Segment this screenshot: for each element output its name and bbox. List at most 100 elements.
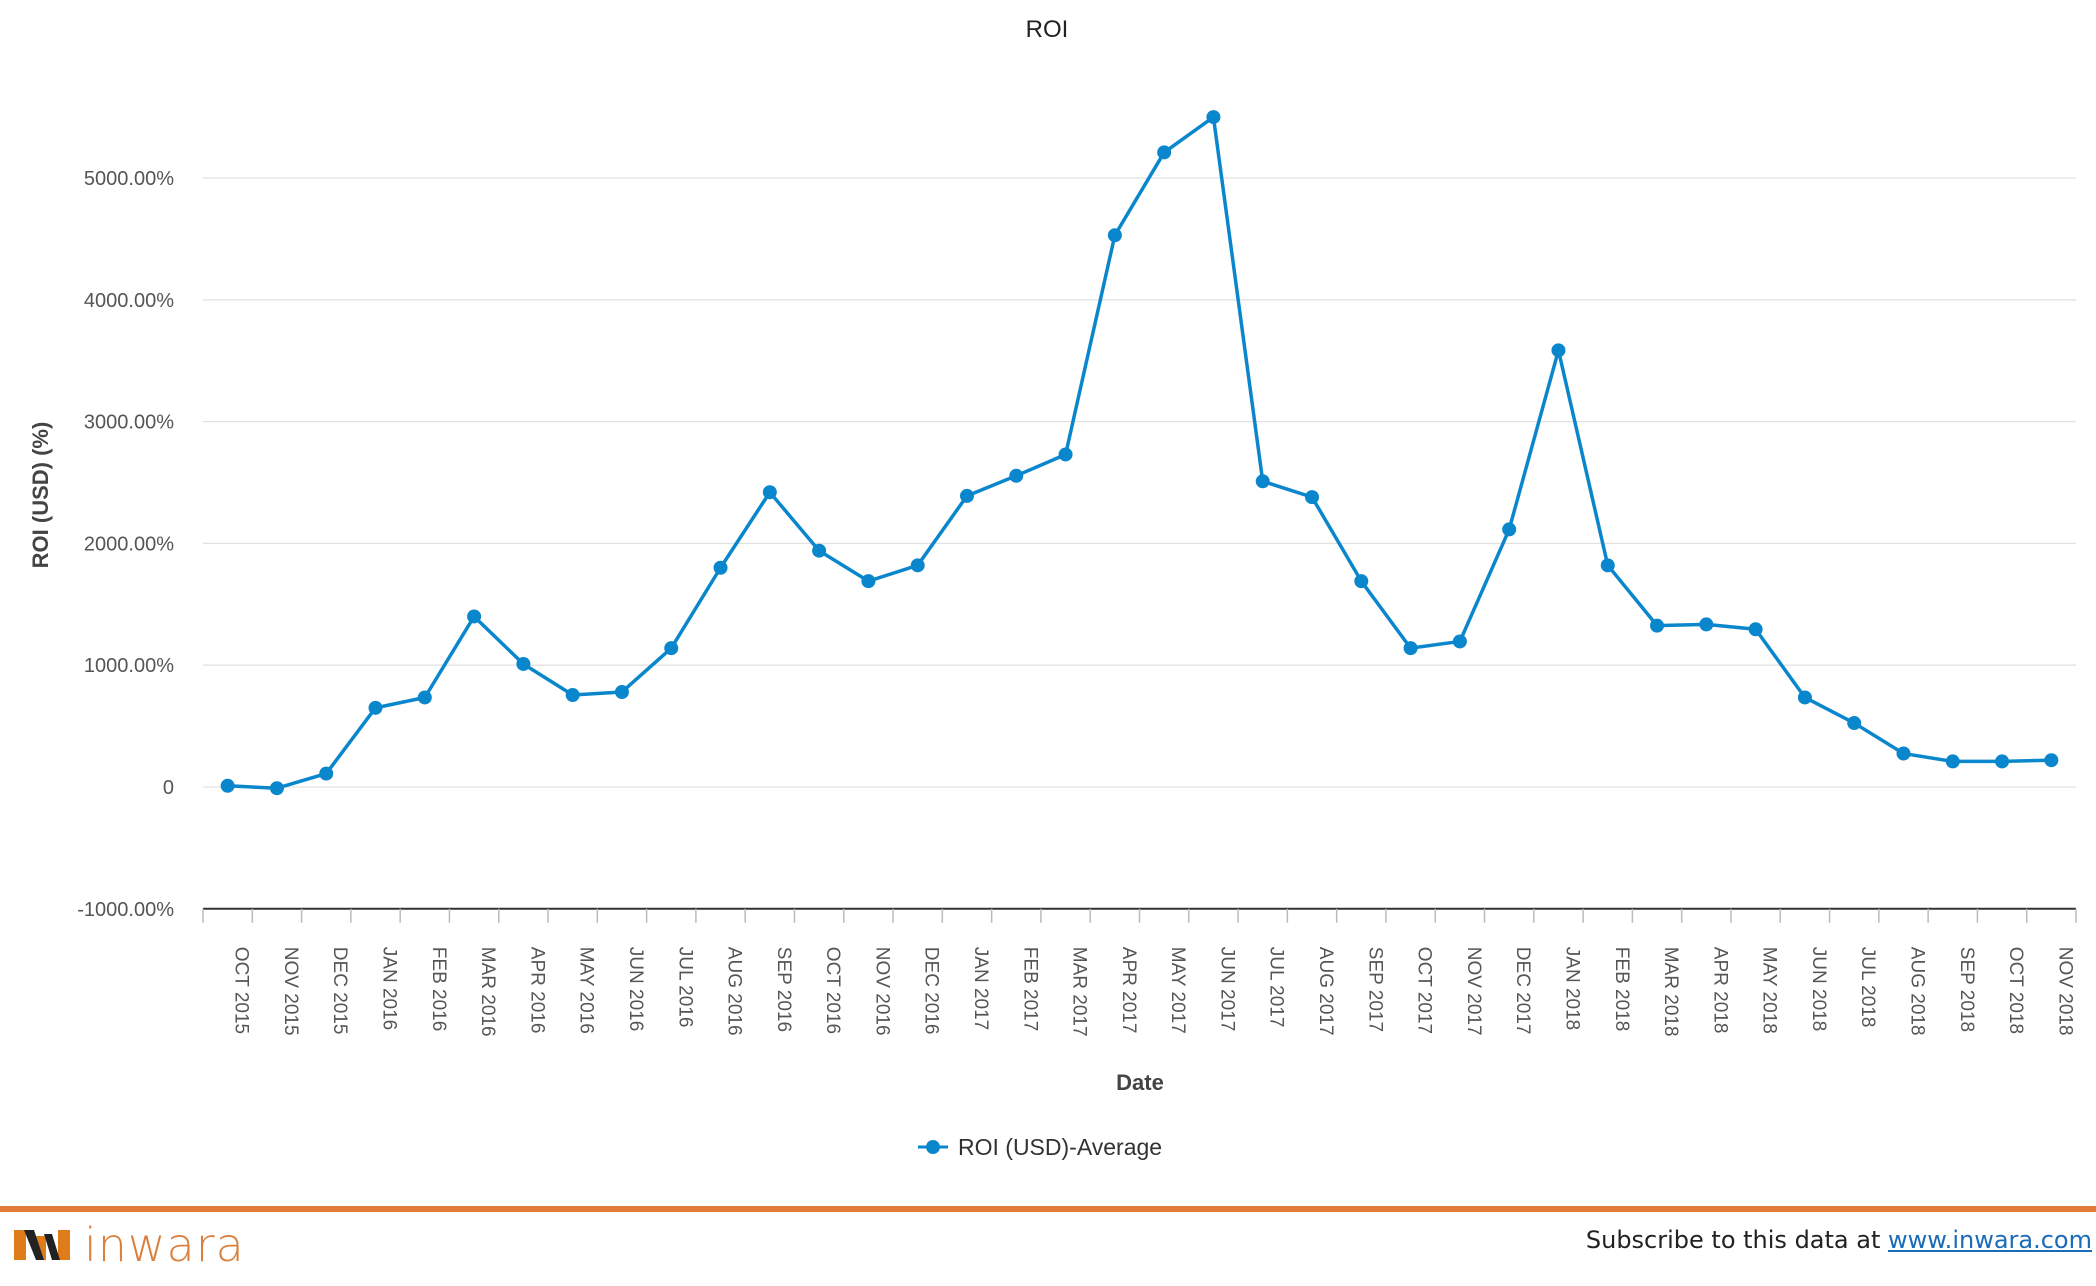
data-point [516,656,531,671]
x-tick-label: AUG 2017 [1315,947,1336,1036]
logo-text: inwara [84,1218,245,1272]
data-point [1551,343,1566,358]
data-point [368,700,383,715]
x-tick-label: FEB 2017 [1019,947,1040,1032]
data-point [762,485,777,500]
y-tick-label: -1000.00% [77,899,174,921]
x-tick-label: JUL 2017 [1266,947,1287,1028]
data-point [664,641,679,656]
inwara-logo: inwara [14,1222,245,1268]
data-point [1995,754,2010,769]
x-tick-label: APR 2016 [526,947,547,1034]
data-point [1650,618,1665,633]
x-tick-label: MAR 2017 [1069,947,1090,1037]
series-line [227,115,2052,790]
series-roi [220,110,2059,796]
x-axis-title: Date [1116,1070,1164,1095]
data-point [1354,574,1369,589]
data-point [1058,447,1073,462]
x-tick-label: JUN 2016 [625,947,646,1032]
data-point [1748,622,1763,637]
data-point [1157,145,1172,160]
x-tick-label: FEB 2018 [1611,947,1632,1032]
data-point [1206,110,1221,125]
x-tick-label: AUG 2018 [1906,947,1927,1036]
data-point [1452,634,1467,649]
data-point [1797,690,1812,705]
x-tick-label: SEP 2018 [1956,947,1977,1032]
grid-lines [203,177,2076,788]
data-point [614,684,629,699]
data-point [467,609,482,624]
data-point [1600,558,1615,573]
inwara-logo-mark-icon [14,1230,70,1260]
y-tick-label: 3000.00% [84,412,174,434]
inwara-link[interactable]: www.inwara.com [1888,1226,2092,1254]
x-tick-label: SEP 2017 [1364,947,1385,1032]
x-tick-label: JUL 2018 [1857,947,1878,1028]
legend-label: ROI (USD)-Average [958,1134,1162,1160]
x-tick-label: JUL 2016 [674,947,695,1028]
legend-marker-icon [926,1140,940,1154]
x-tick-label: APR 2018 [1709,947,1730,1034]
x-tick-label: JAN 2018 [1561,947,1582,1030]
subscribe-note: Subscribe to this data at www.inwara.com [1586,1226,2092,1254]
x-tick-label: MAY 2016 [576,947,597,1034]
x-tick-label: NOV 2016 [871,947,892,1036]
x-tick-label: MAY 2017 [1167,947,1188,1034]
data-point [1847,716,1862,731]
x-tick-label: JUN 2018 [1808,947,1829,1032]
x-tick-label: OCT 2017 [1414,947,1435,1034]
data-point [220,778,235,793]
data-point [1945,754,1960,769]
x-tick-label: MAY 2018 [1759,947,1780,1034]
data-point [713,560,728,575]
y-axis-title: ROI (USD) (%) [28,422,53,569]
data-point [319,766,334,781]
roi-line-chart: ROI -1000.00% 0 1000.00% 2000.00% 3000.00% 40… [28,16,2077,1160]
y-tick-label: 1000.00% [84,655,174,677]
data-point [2044,753,2059,768]
x-tick-label: OCT 2018 [2005,947,2026,1034]
x-tick-label: DEC 2015 [329,947,350,1035]
footer-divider [0,1206,2096,1212]
data-point [959,488,974,503]
x-tick-label: OCT 2016 [822,947,843,1034]
x-axis: OCT 2015 NOV 2015 DEC 2015 JAN 2016 FEB 2016… [202,907,2077,1037]
data-point [565,688,580,703]
data-point [910,558,925,573]
x-tick-label: DEC 2017 [1512,947,1533,1035]
data-point [812,543,827,558]
data-point [1009,468,1024,483]
x-tick-label: JUN 2017 [1216,947,1237,1032]
x-tick-label: AUG 2016 [724,947,745,1036]
y-tick-label: 5000.00% [84,168,174,190]
data-point [1699,617,1714,632]
y-tick-label: 4000.00% [84,290,174,312]
x-tick-label: NOV 2017 [1463,947,1484,1036]
data-point [1896,746,1911,761]
y-axis-ticks: -1000.00% 0 1000.00% 2000.00% 3000.00% 4000.0… [77,168,174,921]
data-point [1107,228,1122,243]
legend[interactable]: ROI (USD)-Average [918,1134,1162,1160]
data-point [417,690,432,705]
data-point [1255,474,1270,489]
x-tick-label: JAN 2016 [379,947,400,1030]
x-tick-label: MAR 2018 [1660,947,1681,1037]
data-point [1305,490,1320,505]
data-point [1502,522,1517,537]
data-point [269,781,284,796]
x-tick-label: NOV 2018 [2054,947,2075,1036]
x-tick-label: NOV 2015 [280,947,301,1036]
x-tick-label: DEC 2016 [921,947,942,1035]
chart-title: ROI [1026,16,1069,43]
data-point [861,574,876,589]
x-tick-label: SEP 2016 [773,947,794,1032]
x-tick-label: APR 2017 [1118,947,1139,1034]
subscribe-text: Subscribe to this data at [1585,1226,1888,1254]
x-tick-label: MAR 2016 [477,947,498,1037]
x-tick-label: JAN 2017 [970,947,991,1030]
y-tick-label: 0 [163,777,174,799]
x-tick-label: OCT 2015 [231,947,252,1034]
data-point [1403,641,1418,656]
